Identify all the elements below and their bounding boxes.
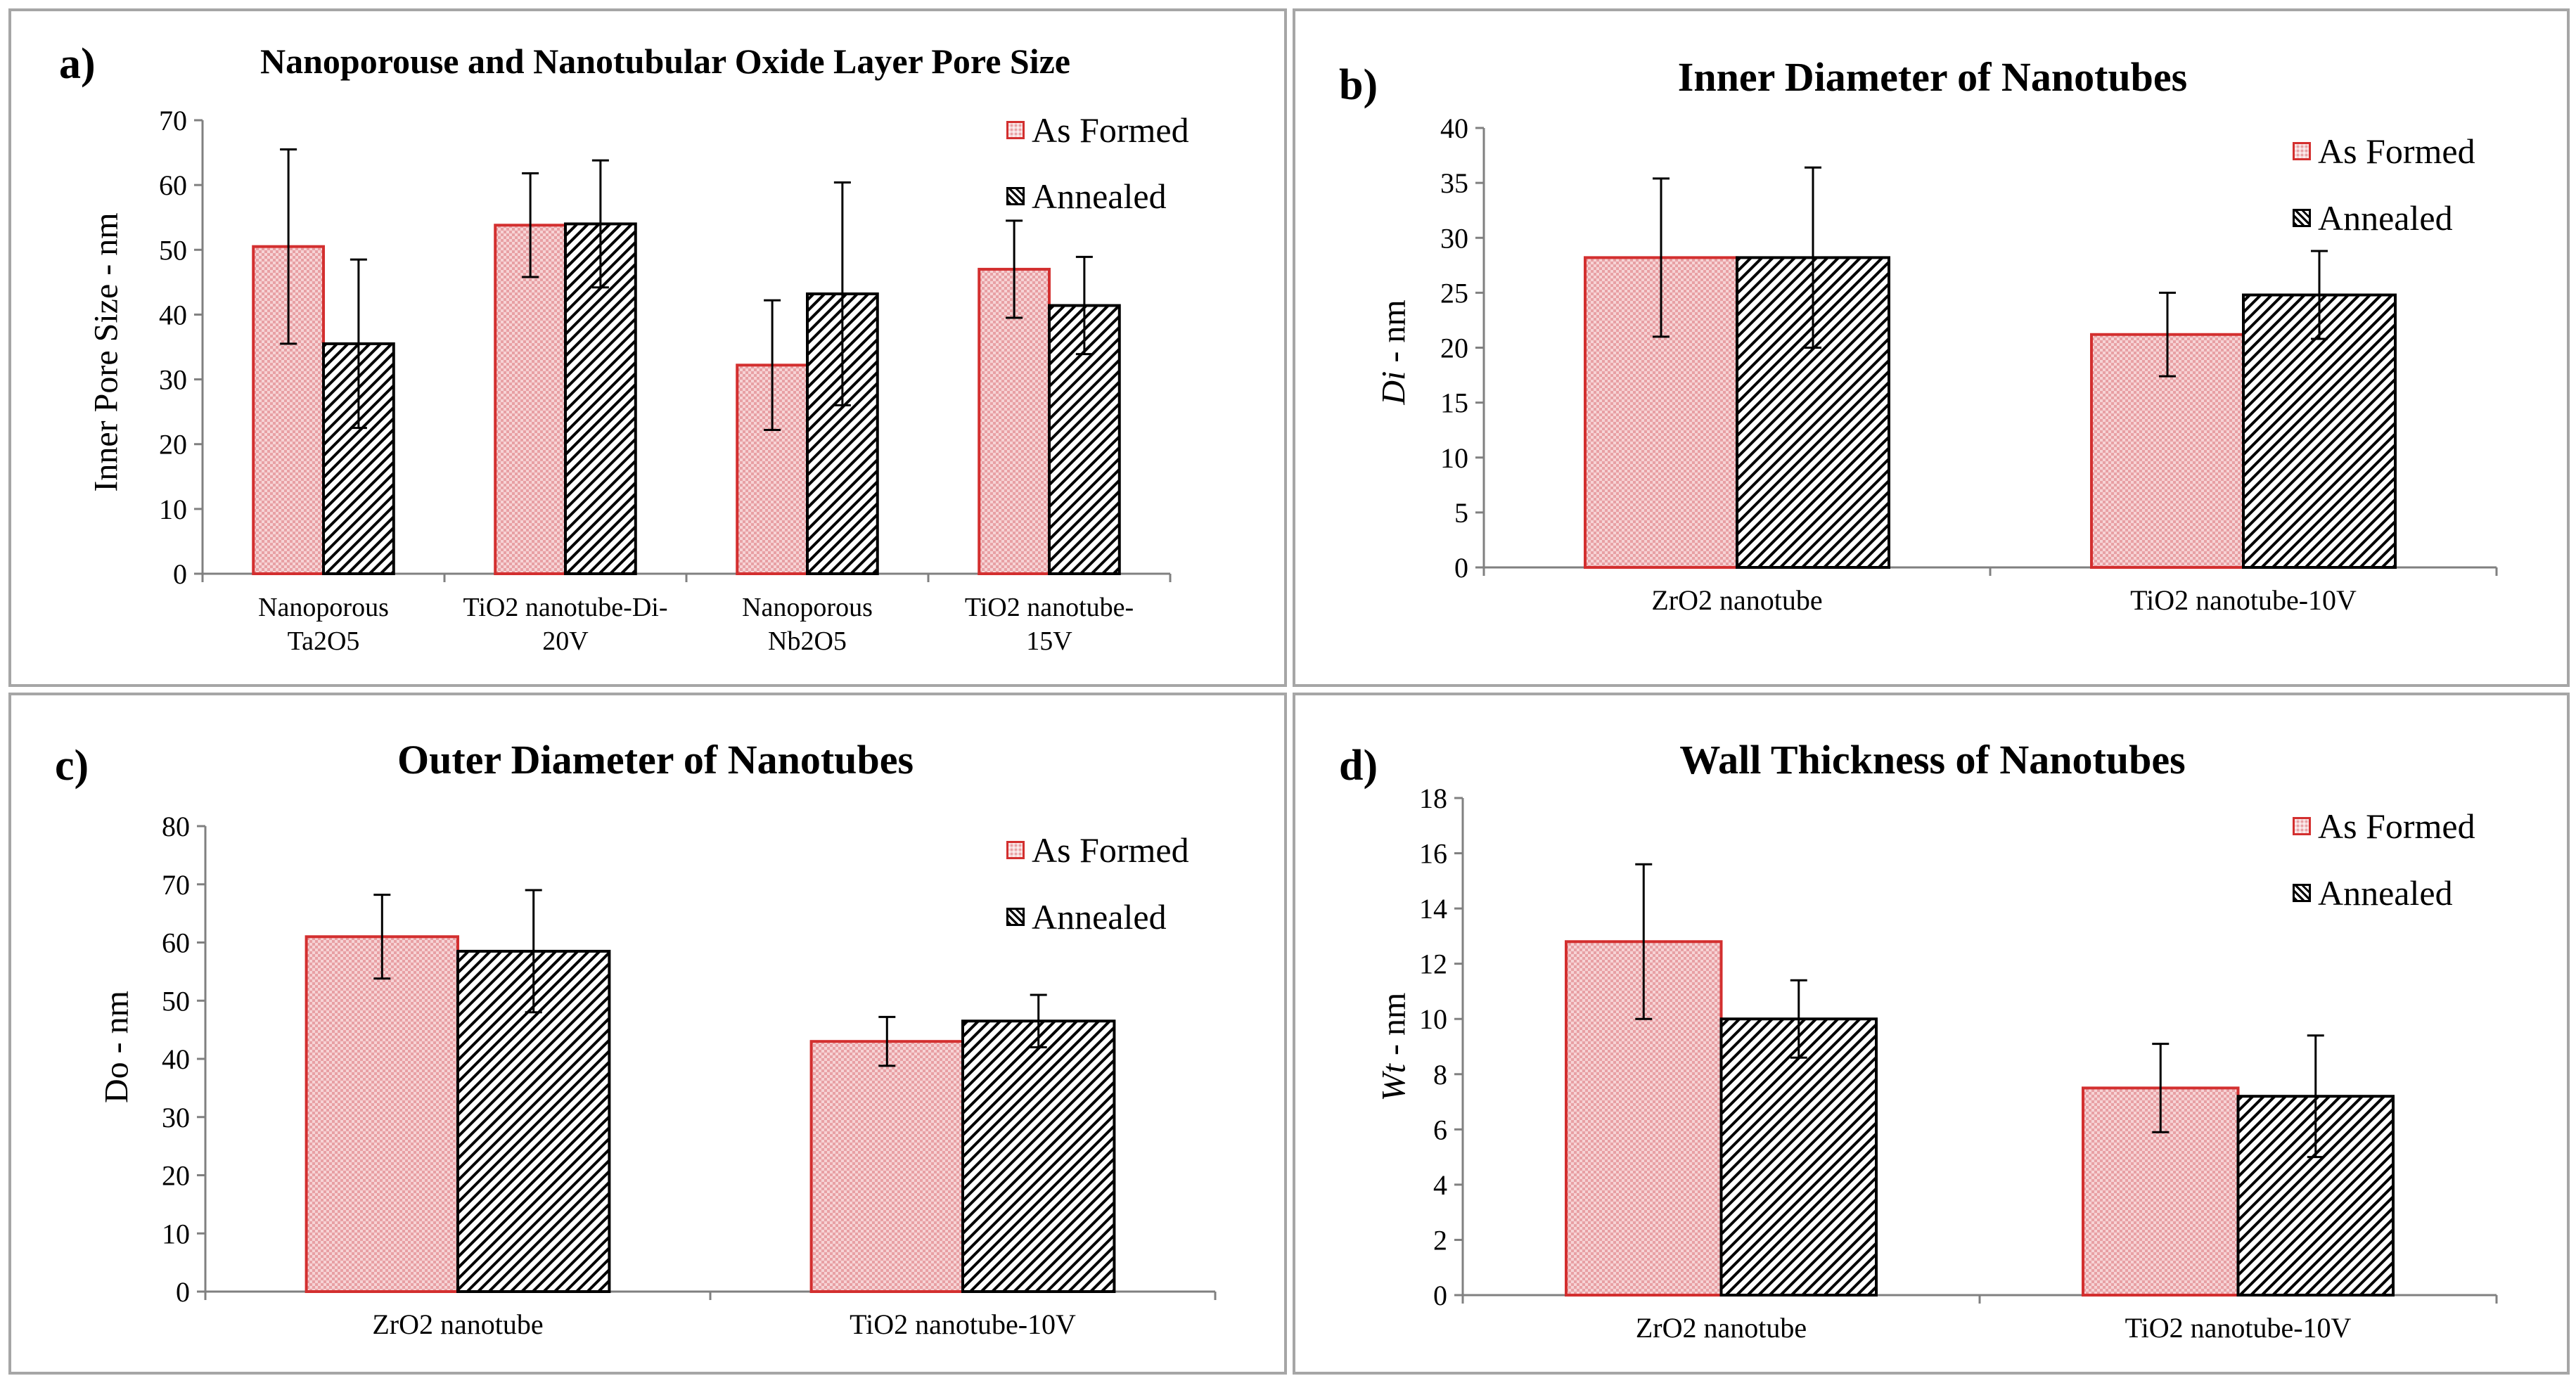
bar-annealed: [2242, 293, 2397, 569]
chart-panel-d: d) Wall Thickness of Nanotubes Wt - nm 0…: [1293, 693, 2570, 1375]
legend-swatch-formed: [1006, 121, 1025, 139]
y-tick-label: 16: [1419, 838, 1447, 870]
y-tick-label: 18: [1419, 783, 1447, 814]
x-tick-label: TiO2 nanotube-10V: [2130, 584, 2357, 616]
panel-letter: d): [1339, 742, 1378, 790]
legend-item-formed: As Formed: [2293, 131, 2475, 172]
plot-area: 0 10 20 30 40 50 60 70 Nanoporous Ta2O5 TiO2 nanot…: [159, 105, 1172, 656]
chart-title: Inner Diameter of Nanotubes: [1677, 54, 2188, 100]
y-tick-label: 40: [159, 299, 187, 330]
x-tick-label: Nb2O5: [768, 626, 847, 656]
x-tick-label: TiO2 nanotube-: [965, 593, 1134, 622]
chart-title: Wall Thickness of Nanotubes: [1679, 737, 2186, 783]
chart-panel-b: b) Inner Diameter of Nanotubes Di - nm 0…: [1293, 8, 2570, 687]
y-tick-label: 40: [162, 1043, 190, 1075]
legend-item-annealed: Annealed: [1006, 896, 1167, 937]
y-tick-label: 2: [1433, 1224, 1447, 1256]
panel-letter: c): [55, 742, 89, 790]
legend-swatch-annealed: [1006, 187, 1025, 205]
x-tick-label: TiO2 nanotube-Di-: [463, 593, 668, 622]
plot-area: 0 10 20 30 40 50 60 70 80 ZrO2 nanotube TiO2 nanot…: [162, 811, 1217, 1340]
y-tick-label: 0: [176, 1276, 190, 1308]
y-tick-label: 10: [159, 494, 187, 525]
y-tick-label: 50: [159, 234, 187, 266]
legend-swatch-formed: [1006, 841, 1025, 859]
x-tick-label: ZrO2 nanotube: [372, 1308, 543, 1340]
y-tick-label: 30: [1440, 222, 1468, 254]
legend-item-formed: As Formed: [1006, 110, 1189, 150]
x-tick-label: Nanoporous: [742, 593, 873, 622]
y-tick-label: 60: [162, 927, 190, 959]
legend-label-annealed: Annealed: [2318, 873, 2453, 913]
bar-annealed: [1719, 1017, 1878, 1297]
legend-label-formed: As Formed: [1032, 110, 1189, 150]
plot-area: 0 2 4 6 8 10 12 14 16 18 ZrO2 nanotube TiO2 nanotub…: [1419, 783, 2498, 1344]
y-tick-label: 30: [159, 364, 187, 396]
legend-swatch-formed: [2293, 142, 2311, 160]
y-tick-label: 70: [162, 869, 190, 901]
legend-item-annealed: Annealed: [2293, 873, 2453, 913]
bar-annealed: [961, 1019, 1116, 1293]
x-tick-label: 15V: [1026, 626, 1072, 656]
panel-letter: b): [1339, 61, 1378, 109]
y-tick-label: 12: [1419, 948, 1447, 980]
chart-panel-c: c) Outer Diameter of Nanotubes Do - nm 0…: [8, 693, 1287, 1375]
y-tick-label: 20: [159, 429, 187, 461]
chart-title: Nanoporouse and Nanotubular Oxide Layer …: [260, 41, 1070, 81]
y-tick-label: 4: [1433, 1169, 1447, 1201]
legend-swatch-formed: [2293, 817, 2311, 835]
y-tick-label: 80: [162, 811, 190, 842]
legend-swatch-annealed: [2293, 209, 2311, 227]
y-tick-label: 6: [1433, 1114, 1447, 1145]
y-tick-label: 14: [1419, 893, 1447, 925]
y-tick-label: 20: [162, 1160, 190, 1192]
bar-as-formed: [305, 935, 459, 1293]
x-tick-label: Nanoporous: [258, 593, 389, 622]
legend-label-formed: As Formed: [1032, 830, 1189, 870]
chart-title: Outer Diameter of Nanotubes: [397, 737, 914, 783]
legend-swatch-annealed: [2293, 884, 2311, 902]
legend-item-annealed: Annealed: [2293, 198, 2453, 238]
y-tick-label: 20: [1440, 333, 1468, 364]
legend-label-formed: As Formed: [2318, 131, 2475, 171]
y-tick-label: 10: [162, 1218, 190, 1249]
y-tick-label: 0: [173, 558, 187, 590]
legend-swatch-annealed: [1006, 908, 1025, 926]
y-tick-label: 8: [1433, 1059, 1447, 1091]
x-tick-label: TiO2 nanotube-10V: [2125, 1312, 2352, 1344]
y-tick-label: 25: [1440, 277, 1468, 309]
legend-label-annealed: Annealed: [2318, 198, 2453, 238]
legend-item-formed: As Formed: [1006, 830, 1189, 870]
y-tick-label: 60: [159, 169, 187, 201]
y-tick-label: 15: [1440, 387, 1468, 419]
y-tick-label: 35: [1440, 167, 1468, 199]
x-tick-label: 20V: [542, 626, 589, 656]
x-tick-label: TiO2 nanotube-10V: [850, 1308, 1076, 1340]
y-tick-label: 10: [1440, 442, 1468, 474]
y-tick-label: 0: [1454, 552, 1468, 584]
legend-label-formed: As Formed: [2318, 806, 2475, 846]
plot-area: 0 5 10 15 20 25 30 35 40 ZrO2 nanotube TiO2 nanotu…: [1440, 112, 2498, 616]
bar-as-formed: [1584, 256, 1738, 569]
panel-letter: a): [59, 40, 96, 88]
y-tick-label: 50: [162, 985, 190, 1017]
y-tick-label: 70: [159, 105, 187, 136]
legend-item-annealed: Annealed: [1006, 176, 1167, 217]
y-tick-label: 40: [1440, 112, 1468, 144]
legend-label-annealed: Annealed: [1032, 176, 1167, 216]
y-tick-label: 30: [162, 1102, 190, 1133]
y-tick-label: 5: [1454, 497, 1468, 529]
x-tick-label: ZrO2 nanotube: [1636, 1312, 1807, 1344]
legend-item-formed: As Formed: [2293, 806, 2475, 847]
x-tick-label: Ta2O5: [288, 626, 360, 656]
bar-as-formed: [809, 1040, 964, 1293]
y-tick-label: 10: [1419, 1003, 1447, 1035]
legend-label-annealed: Annealed: [1032, 897, 1167, 937]
chart-panel-a: a) Nanoporouse and Nanotubular Oxide Lay…: [8, 8, 1287, 687]
y-tick-label: 0: [1433, 1280, 1447, 1311]
x-tick-label: ZrO2 nanotube: [1651, 584, 1822, 616]
